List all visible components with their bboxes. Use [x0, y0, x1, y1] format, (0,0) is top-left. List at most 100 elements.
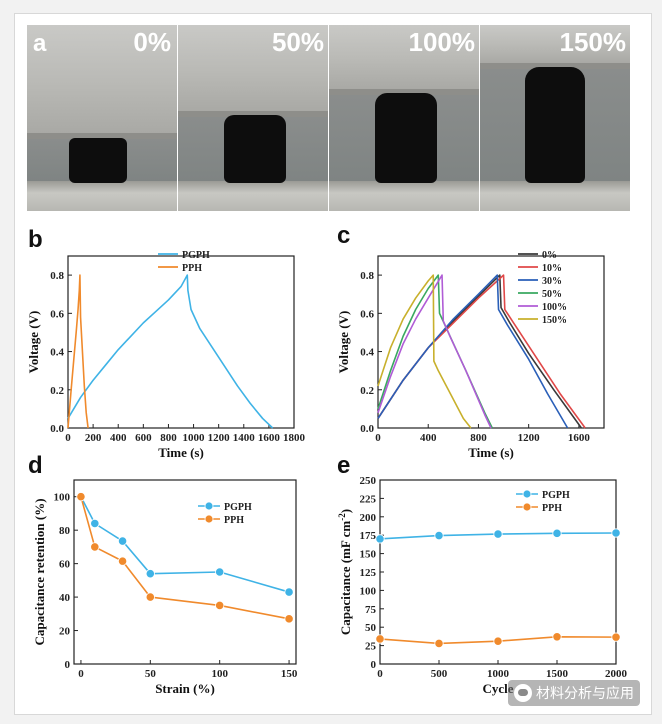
legend-label: PGPH [542, 490, 570, 501]
data-point [434, 638, 444, 648]
legend-label: PGPH [224, 502, 252, 513]
y-tick-label: 0 [371, 659, 377, 671]
photo-strain-100: 100% [329, 25, 479, 211]
x-tick-label: 800 [160, 432, 177, 444]
data-point [375, 634, 385, 644]
x-tick-label: 800 [470, 432, 487, 444]
chart-b-gcd-curves: 0 200 400 600 800 1000 1200 1400 1600 1800 0.0 0.2 0… [26, 250, 306, 460]
data-point [90, 542, 100, 552]
y-tick-label: 175 [360, 530, 377, 542]
y-tick-label: 0 [65, 659, 71, 671]
series-line [67, 274, 89, 429]
y-tick-label: 0.0 [360, 423, 374, 435]
data-point [552, 528, 562, 538]
legend-swatch-marker [204, 514, 214, 524]
strain-label: 50% [271, 27, 324, 57]
photo-strain-150: 150% [480, 25, 630, 211]
x-tick-label: 600 [135, 432, 152, 444]
panel-letter-e: e [337, 452, 351, 479]
data-point [434, 530, 444, 541]
x-axis-title: Time (s) [158, 445, 204, 460]
series-line [377, 274, 492, 429]
data-point [493, 636, 503, 646]
panel-letter-c: c [337, 222, 351, 249]
y-tick-label: 0.8 [360, 270, 374, 282]
series-line [377, 274, 472, 429]
y-tick-label: 225 [360, 493, 377, 505]
x-tick-label: 0 [65, 432, 71, 444]
chart-c-gcd-strain: 0 400 800 1200 1600 0.0 0.2 0.4 0.6 0.8 Time (s) Vo… [336, 250, 605, 460]
y-tick-label: 200 [360, 512, 377, 524]
legend-swatch-marker [204, 501, 214, 511]
data-point [375, 534, 385, 544]
plot-frame [73, 479, 297, 665]
x-tick-label: 400 [110, 432, 127, 444]
legend-swatch-marker [522, 502, 532, 512]
sample-hydrogel [224, 115, 286, 183]
legend-label: 150% [542, 315, 567, 326]
y-tick-label: 60 [59, 559, 71, 571]
x-tick-label: 2000 [605, 668, 628, 680]
legend-label: PPH [542, 503, 562, 514]
y-axis-title-sup: -2 [337, 513, 347, 521]
data-point [145, 592, 155, 602]
x-tick-label: 1500 [546, 668, 569, 680]
sample-hydrogel [375, 93, 437, 183]
x-tick-label: 200 [85, 432, 102, 444]
legend-label: 100% [542, 302, 567, 313]
y-tick-label: 50 [365, 622, 377, 634]
watermark-text: 材料分析与应用 [536, 686, 634, 702]
data-point [611, 632, 621, 642]
photo-strain-0: 0% [27, 25, 177, 211]
y-axis-title: Capacitance (mF cm-2) [337, 509, 353, 635]
x-axis-title: Time (s) [468, 445, 514, 460]
x-tick-label: 100 [211, 668, 228, 680]
y-axis-title-end: ) [338, 509, 353, 513]
sample-hydrogel [525, 67, 585, 183]
legend-label: PPH [182, 263, 202, 274]
y-tick-label: 0.6 [50, 308, 64, 320]
photo-strain-50: 50% [178, 25, 328, 211]
data-point [284, 587, 294, 597]
watermark: 材料分析与应用 [508, 680, 640, 706]
panel-letter-d: d [28, 452, 43, 479]
y-axis-title: Capacitance retention (%) [32, 498, 47, 645]
legend-swatch-marker [522, 489, 532, 499]
strain-label: 0% [133, 27, 171, 57]
x-tick-label: 0 [78, 668, 84, 680]
y-tick-label: 0.6 [360, 308, 374, 320]
y-tick-label: 150 [360, 549, 377, 561]
x-tick-label: 1200 [208, 432, 231, 444]
data-point [552, 632, 562, 642]
y-tick-label: 0.4 [50, 347, 64, 359]
legend-label: PGPH [182, 250, 210, 261]
y-tick-label: 0.2 [50, 385, 64, 397]
x-axis-title: Strain (%) [155, 681, 215, 696]
y-tick-label: 25 [365, 641, 377, 653]
legend-label: 0% [542, 250, 557, 261]
series-line [67, 274, 274, 429]
y-tick-label: 40 [59, 592, 71, 604]
data-point [215, 567, 225, 577]
data-point [284, 614, 294, 624]
y-tick-label: 100 [360, 585, 377, 597]
y-tick-label: 0.0 [50, 423, 64, 435]
y-tick-label: 80 [59, 525, 71, 537]
strain-label: 100% [408, 27, 476, 57]
legend-label: 50% [542, 289, 562, 300]
x-tick-label: 150 [281, 668, 298, 680]
chart-e-cycling-capacitance: 0 500 1000 1500 2000 0 25 50 75 100 125 150 175 200 22… [337, 475, 628, 696]
y-axis-title: Voltage (V) [336, 311, 351, 374]
y-tick-label: 125 [360, 567, 377, 579]
y-tick-label: 75 [365, 604, 377, 616]
x-tick-label: 0 [375, 432, 381, 444]
y-tick-label: 0.8 [50, 270, 64, 282]
y-tick-label: 0.4 [360, 347, 374, 359]
data-point [90, 518, 100, 529]
x-tick-label: 1200 [518, 432, 541, 444]
sample-hydrogel [69, 138, 127, 183]
y-axis-title: Voltage (V) [26, 311, 41, 374]
x-tick-label: 1000 [183, 432, 206, 444]
data-point [117, 556, 128, 566]
